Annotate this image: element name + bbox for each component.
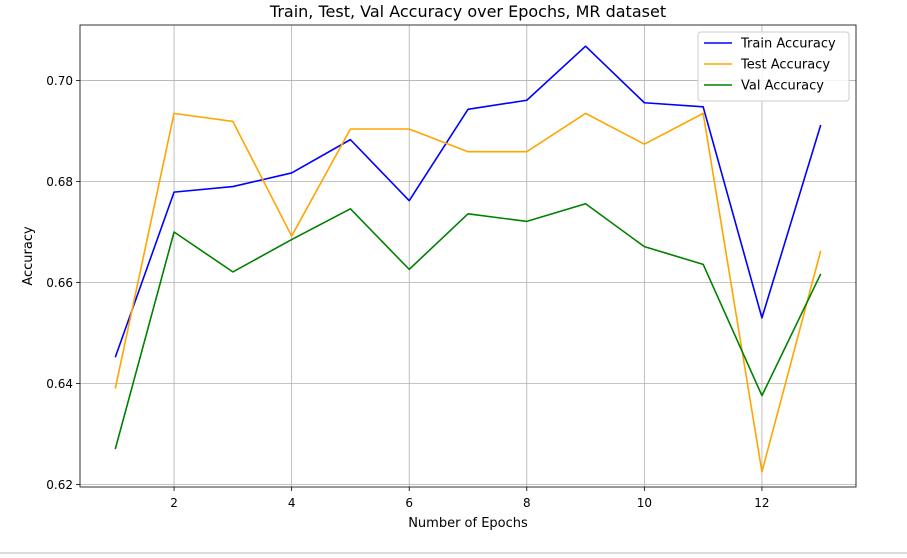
- y-axis-label: Accuracy: [21, 226, 36, 286]
- y-tick-label: 0.64: [46, 377, 73, 391]
- chart-title: Train, Test, Val Accuracy over Epochs, M…: [269, 2, 666, 21]
- x-tick-label: 12: [754, 496, 769, 510]
- legend-label: Test Accuracy: [740, 58, 830, 73]
- series-line-val-accuracy: [114, 202, 822, 450]
- x-tick-label: 8: [523, 496, 531, 510]
- axis-ticks: 2 4 6 8 10 12 0.62 0.64 0.66 0.68 0.70: [46, 74, 769, 510]
- legend-label: Val Accuracy: [741, 79, 824, 94]
- legend-label: Train Accuracy: [740, 37, 836, 52]
- y-tick-label: 0.70: [46, 74, 73, 88]
- x-axis-label: Number of Epochs: [408, 516, 528, 531]
- series-lines: [114, 45, 822, 473]
- grid-lines: [80, 25, 856, 487]
- y-tick-label: 0.62: [46, 478, 73, 492]
- y-tick-label: 0.68: [46, 175, 73, 189]
- series-line-train-accuracy: [114, 45, 822, 358]
- y-tick-label: 0.66: [46, 276, 73, 290]
- x-tick-label: 6: [405, 496, 413, 510]
- series-line-test-accuracy: [114, 112, 822, 473]
- x-tick-label: 2: [170, 496, 178, 510]
- bottom-divider: [0, 552, 907, 554]
- legend: Train Accuracy Test Accuracy Val Accuracy: [697, 31, 850, 102]
- x-tick-label: 10: [637, 496, 652, 510]
- legend-box: [697, 31, 850, 102]
- x-tick-label: 4: [288, 496, 296, 510]
- plot-area-frame: [79, 24, 857, 488]
